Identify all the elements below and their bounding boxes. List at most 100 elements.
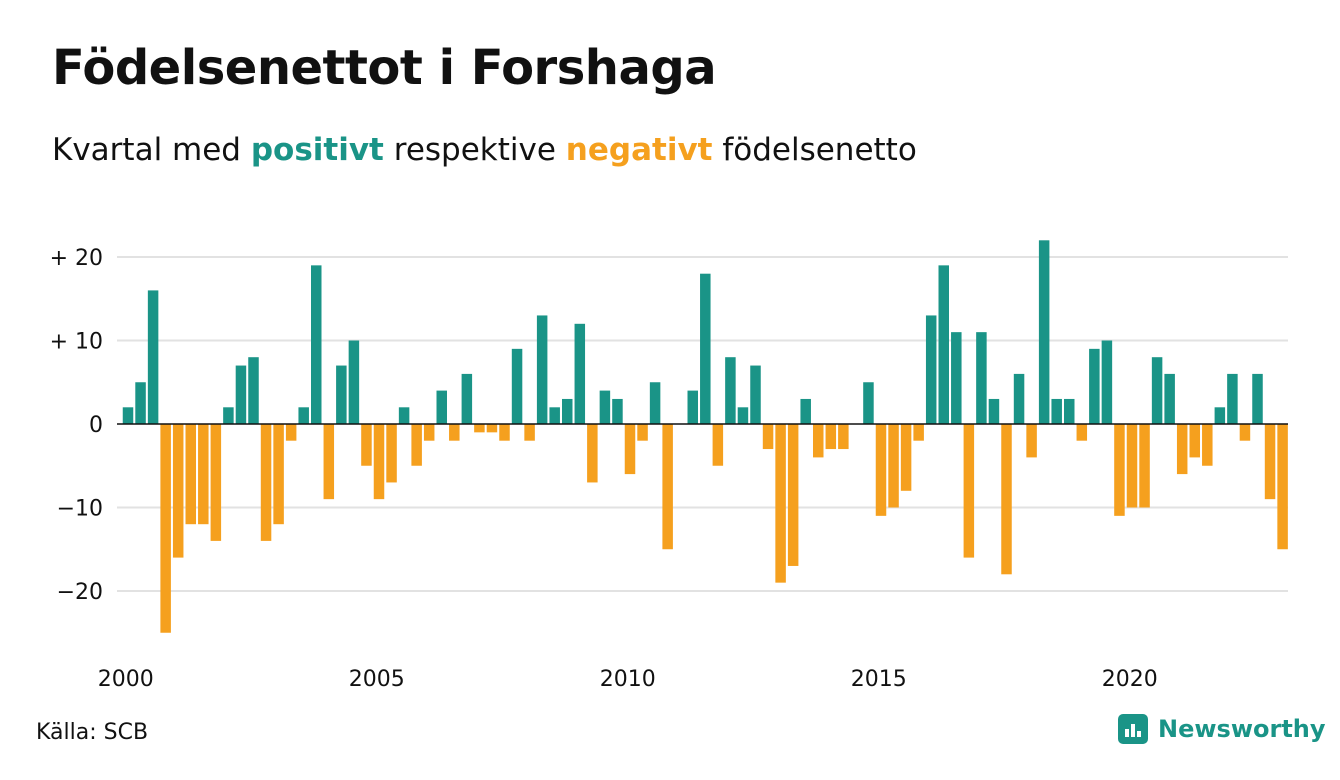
bar	[486, 424, 498, 433]
bar	[499, 424, 510, 441]
subtitle-prefix: Kvartal med	[52, 132, 241, 168]
bar	[398, 407, 410, 424]
bar	[273, 424, 284, 525]
bar	[737, 407, 749, 424]
y-tick-label: + 20	[50, 246, 103, 271]
bar	[1038, 240, 1050, 424]
bar	[1051, 398, 1062, 424]
bar	[361, 424, 372, 466]
chart-subtitle: Kvartal med positivt respektive negativt…	[52, 132, 917, 168]
y-tick-label: −20	[57, 580, 103, 605]
bar	[336, 365, 347, 424]
bar	[1026, 424, 1037, 458]
bar	[1277, 424, 1288, 550]
bar	[436, 390, 447, 424]
bar	[1202, 424, 1213, 466]
chart-title: Födelsenettot i Forshaga	[52, 40, 717, 96]
bar	[1101, 340, 1113, 424]
bar	[147, 290, 159, 424]
bar	[461, 373, 473, 424]
bar	[712, 424, 724, 466]
bar	[474, 424, 485, 433]
bar	[1164, 373, 1175, 424]
bar	[900, 424, 912, 491]
subtitle-middle: respektive	[393, 132, 556, 168]
subtitle-positive-word: positivt	[250, 132, 384, 168]
bar	[562, 398, 573, 424]
brand-name: Newsworthy	[1158, 715, 1326, 743]
bar	[285, 424, 297, 441]
bar	[1239, 424, 1251, 441]
bar	[298, 407, 309, 424]
bar	[599, 390, 611, 424]
bar	[122, 407, 134, 424]
bar	[135, 382, 146, 424]
bar	[649, 382, 661, 424]
bar	[624, 424, 636, 475]
bar	[888, 424, 899, 508]
bar	[963, 424, 975, 558]
bar	[323, 424, 335, 500]
y-tick-label: + 10	[50, 330, 103, 355]
bar	[160, 424, 171, 633]
bar	[549, 407, 560, 424]
brand-logo: Newsworthy	[1118, 714, 1326, 744]
bar	[235, 365, 247, 424]
bar	[373, 424, 385, 500]
bar	[800, 398, 811, 424]
bar	[863, 382, 874, 424]
bar	[449, 424, 460, 441]
y-tick-label: 0	[89, 413, 103, 438]
bar	[775, 424, 786, 583]
bar	[311, 265, 322, 424]
x-tick-label: 2005	[349, 667, 405, 692]
bar	[423, 424, 435, 441]
bar	[1151, 357, 1163, 424]
bar	[172, 424, 184, 558]
bar	[787, 424, 799, 566]
bar	[662, 424, 673, 550]
source-note: Källa: SCB	[36, 720, 149, 745]
bar	[938, 265, 949, 424]
y-tick-label: −10	[57, 497, 103, 522]
bar	[1089, 348, 1100, 424]
bar	[1264, 424, 1276, 500]
bar	[637, 424, 648, 441]
bar	[411, 424, 422, 466]
bar	[198, 424, 209, 525]
bar	[574, 323, 586, 424]
bar	[248, 357, 259, 424]
bar	[536, 315, 548, 424]
bar	[185, 424, 196, 525]
subtitle-negative-word: negativt	[565, 132, 713, 168]
bar	[875, 424, 887, 516]
bar	[813, 424, 824, 458]
bar	[1189, 424, 1200, 458]
x-tick-label: 2015	[851, 667, 907, 692]
bar	[687, 390, 698, 424]
bar	[1227, 373, 1238, 424]
bar	[1076, 424, 1088, 441]
bar	[1001, 424, 1012, 575]
bar	[1013, 373, 1025, 424]
bar	[762, 424, 774, 450]
bar	[913, 424, 924, 441]
bar	[725, 357, 736, 424]
bar	[1176, 424, 1188, 475]
bar	[587, 424, 598, 483]
bar	[988, 398, 1000, 424]
bar	[524, 424, 535, 441]
bar	[511, 348, 523, 424]
bar	[700, 273, 711, 424]
bar	[750, 365, 761, 424]
bar	[1126, 424, 1138, 508]
bar	[210, 424, 222, 541]
x-tick-label: 2000	[98, 667, 154, 692]
newsworthy-logo-icon	[1118, 714, 1148, 744]
bar	[1114, 424, 1125, 516]
x-tick-label: 2010	[600, 667, 656, 692]
bar	[838, 424, 849, 450]
bar	[825, 424, 837, 450]
bar	[1064, 398, 1075, 424]
